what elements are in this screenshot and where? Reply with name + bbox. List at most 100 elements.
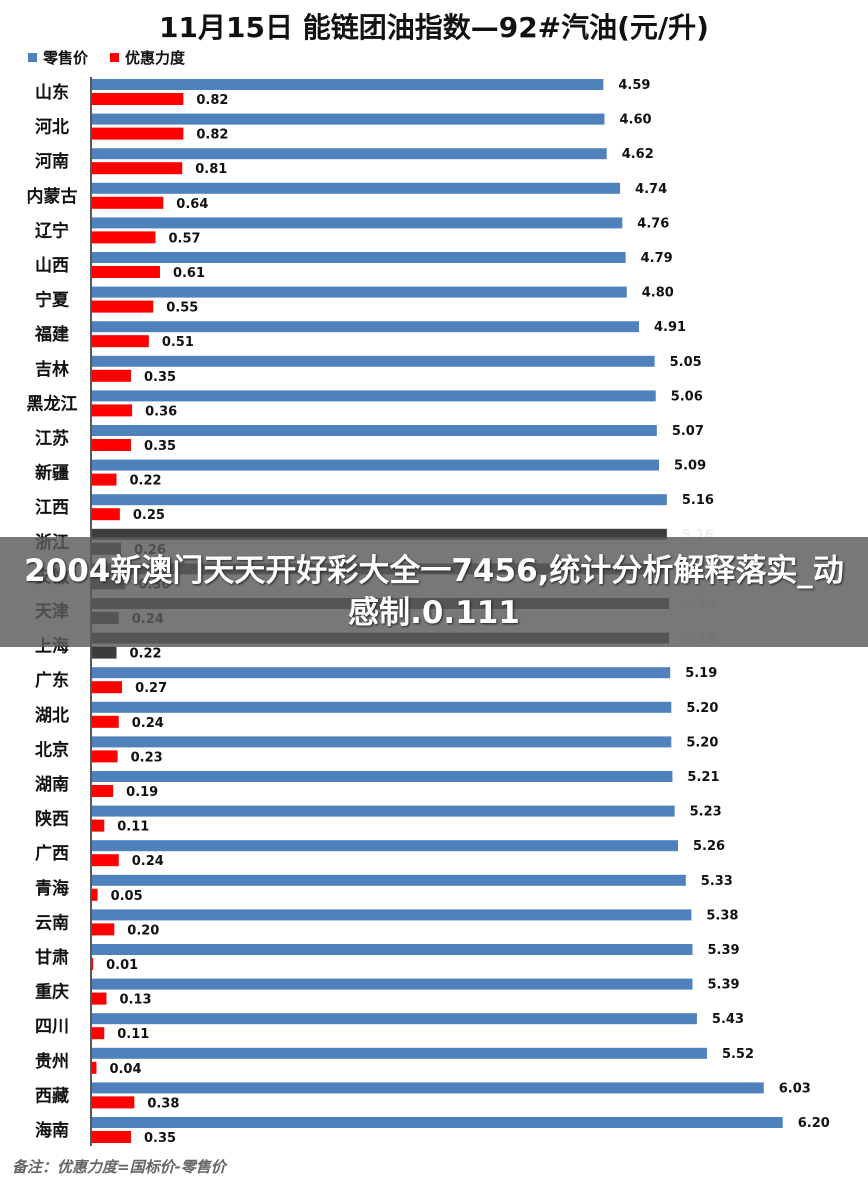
discount-label: 0.57: [169, 231, 201, 246]
discount-bar: [92, 127, 184, 140]
discount-label: 0.24: [132, 716, 164, 731]
category-label: 广西: [35, 843, 69, 864]
category-label: 黑龙江: [27, 393, 78, 414]
retail-price-label: 5.39: [707, 943, 739, 958]
retail-price-bar: [92, 148, 607, 160]
retail-price-bar: [92, 1082, 764, 1094]
category-label: 辽宁: [35, 220, 69, 241]
discount-label: 0.27: [135, 681, 167, 696]
discount-label: 0.36: [145, 404, 177, 419]
discount-bar: [92, 473, 117, 486]
discount-label: 0.82: [196, 128, 228, 143]
retail-price-label: 5.19: [685, 666, 717, 681]
discount-bar: [92, 958, 94, 970]
category-label: 贵州: [35, 1051, 69, 1072]
discount-label: 0.01: [106, 958, 138, 973]
legend-swatch-discount: [110, 53, 120, 62]
retail-price-label: 4.80: [642, 286, 674, 301]
discount-label: 0.81: [195, 162, 227, 177]
discount-bar: [92, 992, 107, 1005]
discount-bar: [92, 335, 149, 348]
discount-label: 0.04: [109, 1062, 141, 1077]
retail-price-bar: [92, 390, 656, 402]
category-label: 甘肃: [35, 947, 69, 968]
discount-label: 0.35: [144, 1131, 176, 1146]
discount-label: 0.51: [162, 335, 194, 350]
category-label: 吉林: [35, 359, 69, 380]
category-label: 山东: [35, 82, 69, 103]
discount-bar: [92, 508, 120, 521]
category-label: 海南: [35, 1120, 69, 1141]
discount-bar: [92, 888, 98, 901]
discount-label: 0.82: [196, 93, 228, 108]
discount-label: 0.25: [133, 508, 165, 523]
retail-price-label: 5.26: [693, 839, 725, 854]
retail-price-bar: [92, 944, 693, 955]
retail-price-label: 4.59: [618, 78, 650, 93]
retail-price-bar: [92, 217, 623, 229]
retail-price-label: 5.38: [706, 908, 738, 923]
category-label: 广东: [35, 670, 69, 691]
legend: 零售价 优惠力度: [28, 47, 185, 68]
legend-label-discount: 优惠力度: [125, 49, 186, 67]
category-label: 西藏: [35, 1086, 69, 1106]
retail-price-bar: [92, 909, 692, 921]
discount-bar: [92, 923, 115, 936]
discount-label: 0.19: [126, 785, 158, 800]
retail-price-bar: [92, 355, 655, 367]
retail-price-label: 5.52: [722, 1047, 754, 1062]
retail-price-label: 5.05: [670, 355, 702, 370]
retail-price-bar: [92, 528, 667, 540]
category-label: 河北: [35, 118, 69, 138]
retail-price-bar: [92, 321, 640, 333]
retail-price-bar: [92, 425, 657, 436]
retail-price-label: 5.20: [686, 701, 718, 716]
category-label: 湖北: [35, 706, 69, 726]
discount-bar: [92, 1061, 97, 1074]
discount-label: 0.22: [130, 647, 162, 662]
retail-price-bar: [92, 252, 626, 263]
discount-bar: [92, 266, 160, 278]
category-label: 云南: [35, 912, 69, 933]
retail-price-label: 4.62: [622, 147, 654, 162]
retail-price-label: 5.39: [707, 978, 739, 993]
retail-price-bar: [92, 840, 678, 852]
category-label: 青海: [35, 878, 69, 899]
discount-label: 0.13: [119, 993, 151, 1008]
retail-price-bar: [92, 805, 675, 817]
discount-label: 0.35: [144, 370, 176, 385]
category-label: 福建: [34, 324, 69, 345]
discount-label: 0.55: [166, 301, 198, 316]
retail-price-label: 4.79: [641, 251, 673, 266]
discount-label: 0.05: [111, 889, 143, 904]
retail-price-label: 6.20: [798, 1116, 830, 1131]
retail-price-label: 5.16: [682, 493, 714, 508]
discount-label: 0.20: [127, 923, 159, 938]
retail-price-bar: [92, 701, 672, 713]
category-label: 湖南: [35, 774, 69, 795]
overlay-banner-text: 2004新澳门天天开好彩大全一7456,统计分析解释落实_动感制.0.111: [24, 553, 844, 631]
category-label: 新疆: [35, 463, 69, 484]
discount-bar: [92, 369, 131, 382]
discount-bar: [92, 681, 123, 694]
category-label: 陕西: [35, 809, 69, 830]
retail-price-bar: [92, 1047, 707, 1059]
discount-bar: [92, 646, 117, 659]
discount-bar: [92, 715, 119, 728]
category-label: 北京: [35, 739, 69, 760]
retail-price-bar: [92, 182, 621, 194]
retail-price-label: 4.60: [619, 113, 651, 128]
retail-price-bar: [92, 874, 686, 886]
category-label: 四川: [35, 1017, 69, 1037]
retail-price-bar: [92, 771, 673, 782]
overlay-banner: 2004新澳门天天开好彩大全一7456,统计分析解释落实_动感制.0.111: [0, 537, 868, 647]
discount-bar: [92, 750, 118, 763]
discount-bar: [92, 231, 156, 244]
discount-bar: [92, 300, 154, 313]
retail-price-label: 5.21: [687, 770, 719, 785]
chart-title: 11月15日 能链团油指数—92#汽油(元/升): [159, 11, 709, 44]
discount-bar: [92, 854, 119, 867]
retail-price-label: 4.91: [654, 320, 686, 335]
retail-price-bar: [92, 736, 672, 748]
discount-bar: [92, 93, 184, 105]
